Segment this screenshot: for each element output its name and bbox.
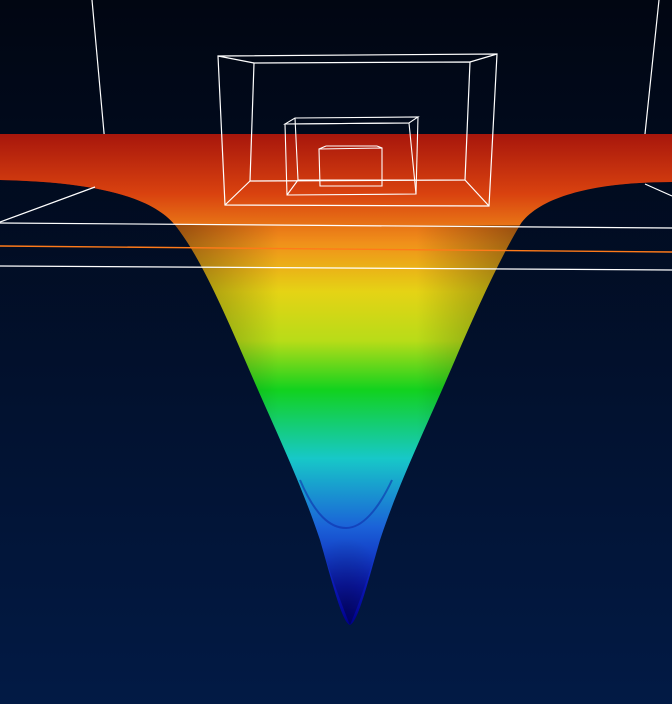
wireframe-box-small [318,145,383,187]
surface-valley-inner [300,480,392,625]
base-edge-front-1 [0,222,672,229]
frame-post-left [91,0,107,156]
wireframe-box-large [217,53,498,207]
base-edge-front-2 [0,265,672,271]
slice-line-orange [0,245,672,253]
base-edge-right [644,183,672,197]
surface-valley-shading [175,225,520,625]
base-edge-left [0,186,96,223]
frame-post-right [642,0,660,154]
wireframe-box-medium [282,116,420,196]
